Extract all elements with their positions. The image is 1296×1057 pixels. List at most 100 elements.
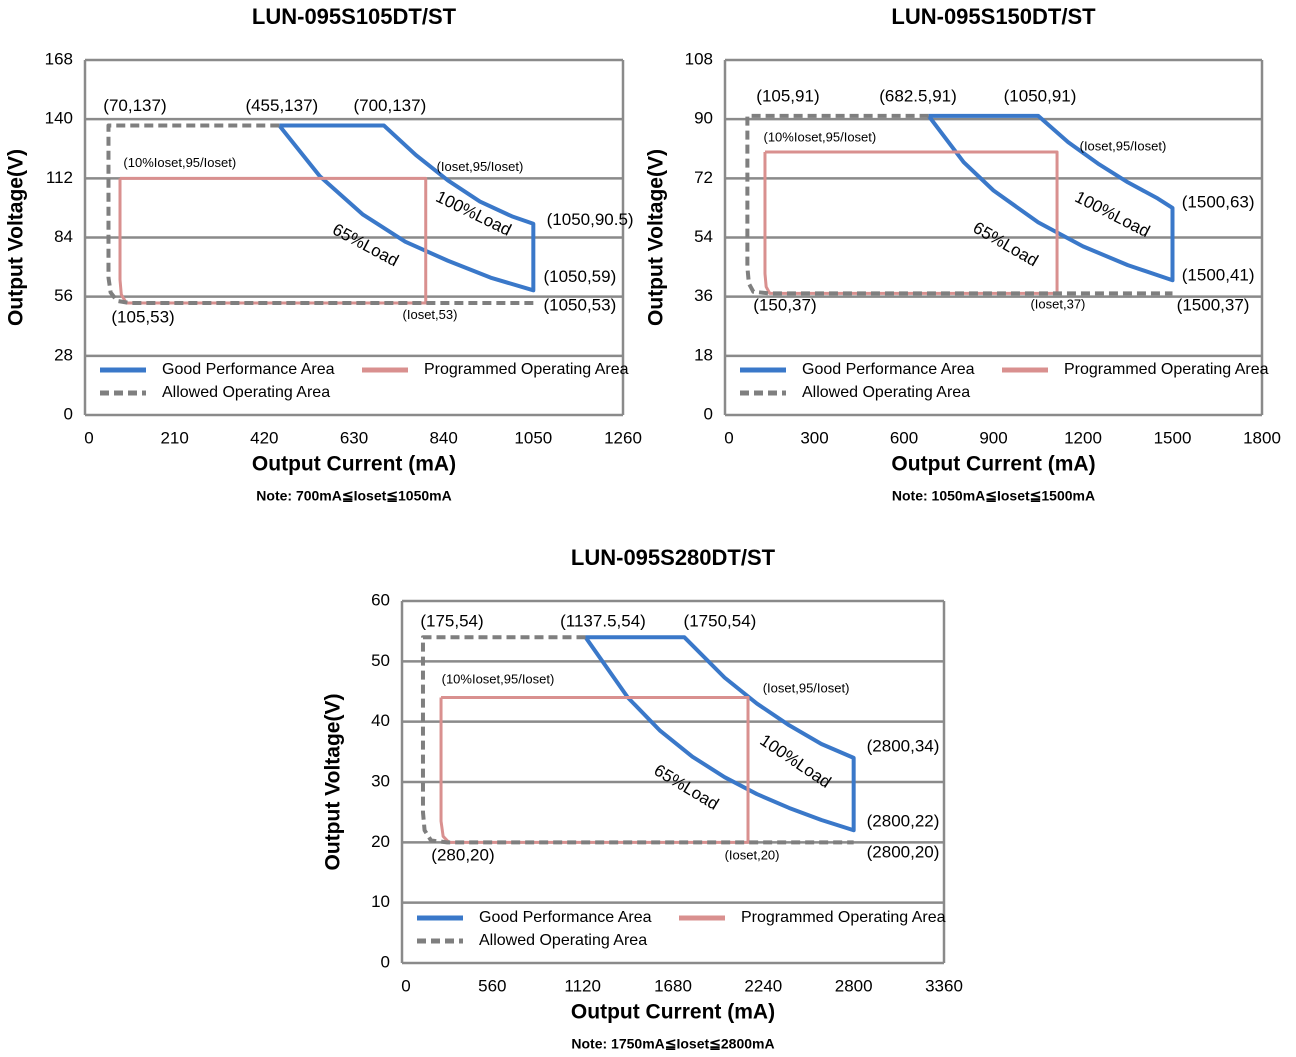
annotation: (700,137) <box>353 96 426 115</box>
annotation: (2800,34) <box>867 736 940 755</box>
series-line <box>106 123 534 306</box>
x-tick-label: 1050 <box>514 428 552 447</box>
y-axis-label: Output Voltage(V) <box>645 149 668 326</box>
y-tick-label: 54 <box>694 227 713 246</box>
y-tick-label: 140 <box>45 109 73 128</box>
y-tick-label: 18 <box>694 345 713 364</box>
series-line <box>420 635 854 845</box>
legend-label: Good Performance Area <box>162 361 335 378</box>
x-tick-label: 2800 <box>835 976 873 995</box>
annotation: (1050,90.5) <box>547 210 634 229</box>
annotation: (455,137) <box>245 96 318 115</box>
annotation: (280,20) <box>431 846 494 865</box>
series-line <box>439 696 750 844</box>
series-line <box>583 635 856 833</box>
annotation: (Ioset,95/Ioset) <box>763 681 850 696</box>
legend-label: Good Performance Area <box>802 361 975 378</box>
annotation: (70,137) <box>103 96 166 115</box>
x-tick-label: 0 <box>401 976 410 995</box>
x-tick-label: 560 <box>478 976 506 995</box>
annotation: (Ioset,20) <box>725 848 780 863</box>
annotation: 65%Load <box>329 220 401 271</box>
legend-label: Programmed Operating Area <box>741 909 946 926</box>
chart-title: LUN-095S150DT/ST <box>891 4 1096 29</box>
y-tick-label: 60 <box>371 590 390 609</box>
y-tick-label: 10 <box>371 892 390 911</box>
annotation: (Ioset,37) <box>1030 296 1085 311</box>
chart-title: LUN-095S280DT/ST <box>571 545 776 570</box>
y-tick-label: 56 <box>54 286 73 305</box>
y-tick-label: 108 <box>685 49 713 68</box>
y-tick-label: 30 <box>371 771 390 790</box>
note: Note: 700mA≦Ioset≦1050mA <box>256 488 451 504</box>
x-axis-label: Output Current (mA) <box>252 453 456 476</box>
legend-label: Programmed Operating Area <box>1064 361 1269 378</box>
y-tick-label: 90 <box>694 109 713 128</box>
x-tick-label: 3360 <box>925 976 963 995</box>
y-tick-label: 40 <box>371 711 390 730</box>
x-tick-label: 0 <box>84 428 93 447</box>
legend-label: Allowed Operating Area <box>802 384 970 401</box>
annotation: (Ioset,53) <box>403 307 458 322</box>
note: Note: 1750mA≦Ioset≦2800mA <box>571 1036 774 1052</box>
y-tick-label: 0 <box>64 404 73 423</box>
x-tick-label: 900 <box>979 428 1007 447</box>
legend-label: Allowed Operating Area <box>162 384 330 401</box>
y-axis-label: Output Voltage(V) <box>322 694 345 871</box>
annotation: (105,53) <box>111 307 174 326</box>
annotation: (2800,22) <box>867 811 940 830</box>
x-tick-label: 1800 <box>1243 428 1281 447</box>
annotation: (1500,37) <box>1177 295 1250 314</box>
y-tick-label: 0 <box>704 404 713 423</box>
legend-label: Allowed Operating Area <box>479 932 647 949</box>
annotation: (1050,53) <box>543 295 616 314</box>
annotation: (1500,63) <box>1182 192 1255 211</box>
legend-label: Programmed Operating Area <box>424 361 629 378</box>
y-tick-label: 20 <box>371 832 390 851</box>
x-tick-label: 300 <box>800 428 828 447</box>
y-tick-label: 28 <box>54 345 73 364</box>
series-line <box>118 176 428 305</box>
series-line <box>763 150 1059 295</box>
annotation: 100%Load <box>1072 187 1153 241</box>
series-line <box>927 113 1175 283</box>
annotation: (1750,54) <box>684 612 757 631</box>
x-tick-label: 2240 <box>744 976 782 995</box>
x-axis-label: Output Current (mA) <box>571 1001 775 1024</box>
annotation: (150,37) <box>753 295 816 314</box>
y-tick-label: 168 <box>45 49 73 68</box>
annotation: (175,54) <box>420 612 483 631</box>
x-tick-label: 1200 <box>1064 428 1102 447</box>
x-tick-label: 1260 <box>604 428 642 447</box>
x-tick-label: 1500 <box>1154 428 1192 447</box>
x-tick-label: 420 <box>250 428 278 447</box>
y-axis-label: Output Voltage(V) <box>5 149 28 326</box>
annotation: (2800,20) <box>867 843 940 862</box>
annotation: (10%Ioset,95/Ioset) <box>123 155 236 170</box>
series-line <box>277 123 536 293</box>
annotation: (682.5,91) <box>879 87 957 106</box>
x-tick-label: 1120 <box>564 976 601 995</box>
annotation: 65%Load <box>970 218 1042 270</box>
annotation: (1050,91) <box>1004 87 1077 106</box>
x-tick-label: 0 <box>724 428 733 447</box>
note: Note: 1050mA≦Ioset≦1500mA <box>892 488 1095 504</box>
x-tick-label: 1680 <box>654 976 692 995</box>
x-tick-label: 630 <box>340 428 368 447</box>
annotation: (Ioset,95/Ioset) <box>437 159 524 174</box>
annotation: (1500,41) <box>1182 265 1255 284</box>
annotation: (10%Ioset,95/Ioset) <box>764 129 877 144</box>
annotation: (1050,59) <box>543 267 616 286</box>
annotation: (10%Ioset,95/Ioset) <box>442 671 555 686</box>
y-tick-label: 50 <box>371 651 390 670</box>
chart-title: LUN-095S105DT/ST <box>252 4 457 29</box>
annotation: (Ioset,95/Ioset) <box>1080 139 1167 154</box>
y-tick-label: 84 <box>54 227 73 246</box>
x-axis-label: Output Current (mA) <box>891 453 1095 476</box>
y-tick-label: 72 <box>694 168 713 187</box>
x-tick-label: 210 <box>160 428 188 447</box>
y-tick-label: 0 <box>381 952 390 971</box>
x-tick-label: 840 <box>429 428 457 447</box>
x-tick-label: 600 <box>890 428 918 447</box>
